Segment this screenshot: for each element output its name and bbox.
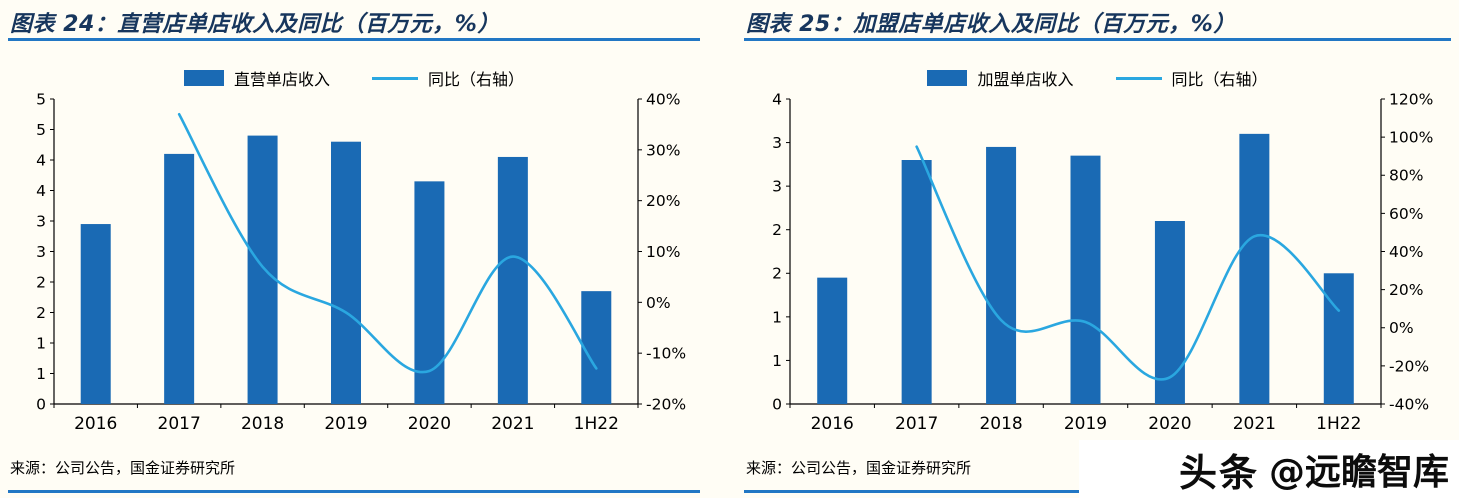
right-axis-tick-label: 40% <box>646 90 680 108</box>
bar <box>80 224 111 404</box>
x-axis-category-label: 2016 <box>74 414 117 434</box>
bar-series-swatch-icon <box>183 70 224 86</box>
yoy-trend-line <box>177 112 598 374</box>
bar <box>164 153 195 404</box>
left-axis-tick-label: 0 <box>36 395 46 413</box>
left-axis-tick-label: 5 <box>36 121 46 139</box>
legend-label: 同比（右轴） <box>428 70 525 89</box>
x-axis-category-label: 1H22 <box>574 414 619 434</box>
right-axis-tick-label: 30% <box>646 141 680 159</box>
left-axis-tick-label: 3 <box>36 243 46 261</box>
x-axis-category-label: 2020 <box>408 414 451 434</box>
bar <box>247 135 278 404</box>
left-axis-tick-label: 0 <box>772 395 782 413</box>
left-axis-tick-label: 1 <box>36 334 46 352</box>
line-series-swatch-icon <box>1115 76 1162 80</box>
right-axis-tick-label: 80% <box>1389 167 1423 185</box>
left-axis-tick-label: 2 <box>772 265 782 283</box>
chart-canvas: 4 3 3 2 2 1 1 0 120% 100% 80% 60% 40% 20% 0% -20% -40% 20… <box>772 90 1433 434</box>
legend-item-bar: 加盟单店收入 <box>927 66 1074 90</box>
title-divider <box>8 38 700 41</box>
left-axis-tick-label: 5 <box>36 90 46 108</box>
x-axis-category-label: 2019 <box>324 414 367 434</box>
x-axis-category-label: 2021 <box>1233 414 1276 434</box>
x-axis-category-label: 1H22 <box>1316 414 1361 434</box>
right-axis-tick-label: 0% <box>646 294 671 312</box>
right-axis-tick-label: -40% <box>1389 395 1429 413</box>
bar <box>986 146 1017 404</box>
x-axis-category-label: 2017 <box>158 414 201 434</box>
x-axis-category-label: 2016 <box>811 414 854 434</box>
x-axis-category-label: 2020 <box>1148 414 1191 434</box>
watermark-handle: @远瞻智库 <box>1268 452 1449 493</box>
chart-canvas: 5 5 4 4 3 3 2 2 1 1 0 40% 30% 20% 10% 0% -10% -20% 2016 201… <box>36 90 686 434</box>
title-divider <box>744 38 1451 41</box>
bar-series-swatch-icon <box>927 70 968 86</box>
left-axis-tick-label: 2 <box>36 304 46 322</box>
source-note: 来源：公司公告，国金证券研究所 <box>10 459 236 477</box>
right-axis-tick-label: 120% <box>1389 90 1433 108</box>
left-axis-tick-label: 1 <box>772 308 782 326</box>
right-axis-tick-label: 40% <box>1389 243 1423 261</box>
line-series-swatch-icon <box>372 76 418 80</box>
x-axis-category-label: 2018 <box>241 414 284 434</box>
left-axis-tick-label: 1 <box>772 352 782 370</box>
chart-title: 图表 24：直营店单店收入及同比（百万元，%） <box>10 12 500 37</box>
bar <box>1154 221 1185 404</box>
legend-label: 直营单店收入 <box>233 70 330 89</box>
right-axis-tick-label: -10% <box>646 345 686 363</box>
right-axis-tick-label: 60% <box>1389 205 1423 223</box>
x-axis-category-label: 2019 <box>1064 414 1107 434</box>
legend-item-bar: 直营单店收入 <box>183 66 330 90</box>
legend-label: 加盟单店收入 <box>977 70 1074 89</box>
x-axis-category-label: 2017 <box>895 414 938 434</box>
bar <box>331 141 361 404</box>
yoy-trend-line <box>915 145 1341 381</box>
left-axis-tick-label: 4 <box>36 182 46 200</box>
right-axis-tick-label: 100% <box>1389 129 1433 147</box>
chart-legend: 直营单店收入 同比（右轴） <box>8 66 700 90</box>
bar <box>1070 155 1101 404</box>
left-axis-tick-label: 2 <box>36 273 46 291</box>
legend-label: 同比（右轴） <box>1171 70 1268 89</box>
right-axis-tick-label: 20% <box>646 192 680 210</box>
left-axis-tick-label: 4 <box>772 90 782 108</box>
chart-panel-25: 图表 25：加盟店单店收入及同比（百万元，%） 加盟单店收入 同比（右轴） 4 3… <box>744 0 1451 498</box>
bar <box>497 156 528 404</box>
bar <box>1323 273 1354 404</box>
bar <box>901 160 932 404</box>
left-axis-tick-label: 3 <box>36 212 46 230</box>
right-axis-tick-label: 0% <box>1389 319 1414 337</box>
bar <box>414 181 445 404</box>
right-axis-tick-label: -20% <box>646 395 686 413</box>
right-axis-tick-label: -20% <box>1389 357 1429 375</box>
watermark: 头条 @远瞻智库 <box>1079 440 1459 498</box>
x-axis-category-label: 2021 <box>491 414 534 434</box>
left-axis-tick-label: 4 <box>36 151 46 169</box>
right-axis-tick-label: 10% <box>646 243 680 261</box>
source-note: 来源：公司公告，国金证券研究所 <box>746 459 972 477</box>
left-axis-tick-label: 3 <box>772 178 782 196</box>
bar <box>1239 133 1270 404</box>
bottom-divider <box>8 490 700 493</box>
left-axis-tick-label: 3 <box>772 134 782 152</box>
left-axis-tick-label: 2 <box>772 221 782 239</box>
left-axis-tick-label: 1 <box>36 365 46 383</box>
right-axis-tick-label: 20% <box>1389 281 1423 299</box>
chart-title: 图表 25：加盟店单店收入及同比（百万元，%） <box>746 12 1236 37</box>
bar <box>581 291 612 404</box>
x-axis-category-label: 2018 <box>979 414 1022 434</box>
toutiao-logo: 头条 <box>1178 450 1259 495</box>
bar <box>817 277 848 404</box>
legend-item-line: 同比（右轴） <box>1115 66 1268 90</box>
legend-item-line: 同比（右轴） <box>372 66 524 90</box>
chart-legend: 加盟单店收入 同比（右轴） <box>744 66 1451 90</box>
